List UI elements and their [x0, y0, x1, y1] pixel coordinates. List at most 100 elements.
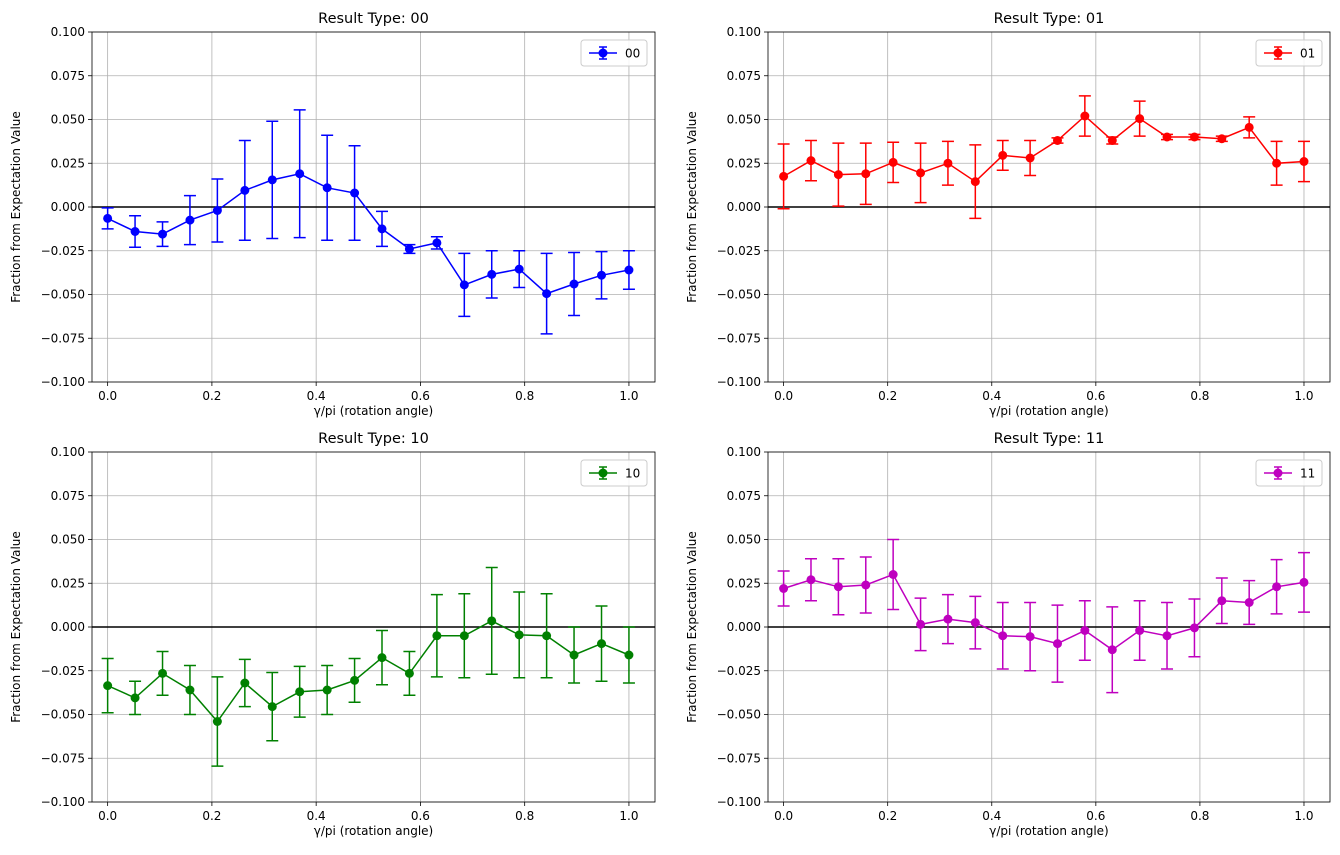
data-point [185, 215, 195, 225]
legend-marker [598, 48, 608, 58]
y-tick-label: −0.075 [41, 331, 85, 345]
data-point [1107, 136, 1117, 145]
data-point [1162, 631, 1172, 641]
data-point [597, 270, 607, 280]
series-line [107, 173, 630, 295]
y-tick-label: 0.000 [727, 200, 761, 214]
y-tick-label: −0.100 [717, 795, 761, 809]
chart-panel-1: 0.0 0.2 0.4 0.6 0.8 1.0 −0.100 −0.075 −0.050 −0.0… [685, 11, 1331, 418]
data-point [1244, 598, 1254, 607]
y-tick-label: −0.100 [41, 375, 85, 389]
data-point [514, 264, 524, 274]
data-point [1189, 623, 1199, 633]
legend: 11 [1255, 459, 1323, 487]
y-tick-label: −0.050 [717, 288, 761, 302]
x-tick-label: 0.4 [307, 389, 326, 403]
data-point [459, 280, 469, 290]
data-point [943, 158, 953, 168]
data-point [998, 631, 1008, 641]
data-point [806, 575, 816, 585]
data-point [970, 618, 980, 628]
legend: 10 [580, 459, 648, 487]
legend: 00 [580, 39, 648, 67]
legend-marker [1273, 48, 1283, 58]
data-point [888, 570, 898, 579]
data-point [432, 238, 442, 248]
y-tick-label: −0.050 [41, 708, 85, 722]
data-point [597, 639, 607, 649]
x-tick-label: 0.8 [515, 809, 534, 823]
legend-label: 10 [625, 467, 640, 481]
data-point [103, 681, 113, 691]
data-point [1162, 132, 1172, 142]
data-point [103, 213, 113, 223]
legend-label: 01 [1300, 47, 1315, 61]
data-point [459, 631, 469, 641]
data-point [130, 227, 140, 236]
data-point [1272, 582, 1282, 592]
y-tick-label: −0.100 [41, 795, 85, 809]
x-tick-label: 0.4 [982, 809, 1001, 823]
x-tick-label: 0.2 [878, 809, 897, 823]
x-tick-label: 0.8 [515, 389, 534, 403]
y-tick-label: 0.025 [51, 156, 85, 170]
chart-title: Result Type: 01 [994, 11, 1105, 27]
data-point [888, 157, 898, 167]
data-point [432, 631, 442, 641]
data-point [377, 224, 387, 234]
data-point [569, 279, 579, 289]
x-tick-label: 0.0 [98, 389, 117, 403]
data-point [158, 229, 168, 239]
y-tick-label: −0.075 [717, 331, 761, 345]
y-tick-label: 0.025 [727, 156, 761, 170]
series-line [783, 573, 1305, 651]
data-point [212, 717, 222, 726]
legend-marker [1273, 468, 1283, 478]
data-point [861, 580, 871, 590]
y-tick-label: −0.025 [717, 664, 761, 678]
y-tick-label: 0.050 [727, 533, 761, 547]
y-tick-label: 0.050 [727, 113, 761, 127]
data-point [779, 171, 789, 181]
data-point [833, 170, 843, 180]
data-point [1025, 153, 1035, 163]
chart-panel-2: 0.0 0.2 0.4 0.6 0.8 1.0 −0.100 −0.075 −0.050 −0.0… [9, 431, 656, 838]
x-axis-label: γ/pi (rotation angle) [314, 824, 433, 838]
data-point [1052, 639, 1062, 649]
legend: 01 [1255, 39, 1323, 67]
x-tick-label: 0.2 [202, 389, 221, 403]
x-tick-label: 0.4 [307, 809, 326, 823]
data-point [514, 630, 524, 640]
series-line [107, 620, 630, 723]
data-point [1080, 626, 1090, 635]
x-axis-label: γ/pi (rotation angle) [314, 404, 433, 418]
data-point [998, 150, 1008, 160]
x-tick-label: 0.0 [774, 809, 793, 823]
y-axis-label: Fraction from Expectation Value [9, 111, 23, 303]
chart-panel-0: 0.0 0.2 0.4 0.6 0.8 1.0 −0.100 −0.075 −0.050 −0.0… [9, 11, 656, 418]
x-tick-label: 1.0 [1294, 389, 1313, 403]
y-tick-label: 0.000 [51, 620, 85, 634]
data-point [267, 175, 277, 185]
y-tick-label: 0.025 [727, 576, 761, 590]
data-point [806, 156, 816, 166]
data-point [350, 188, 360, 198]
y-axis-label: Fraction from Expectation Value [685, 111, 699, 303]
data-point [377, 653, 387, 663]
y-tick-label: −0.050 [717, 708, 761, 722]
y-tick-label: −0.025 [41, 244, 85, 258]
y-axis-label: Fraction from Expectation Value [9, 531, 23, 723]
legend-label: 11 [1300, 467, 1315, 481]
x-tick-label: 0.4 [982, 389, 1001, 403]
data-point [1135, 626, 1145, 635]
series-line [783, 114, 1305, 183]
data-point [240, 678, 250, 688]
data-point [1299, 577, 1309, 587]
data-point [295, 169, 305, 179]
y-tick-label: 0.075 [727, 69, 761, 83]
y-tick-label: 0.100 [727, 445, 761, 459]
data-point [569, 650, 579, 660]
data-point [487, 269, 497, 279]
data-point [943, 614, 953, 624]
data-point [404, 668, 414, 678]
